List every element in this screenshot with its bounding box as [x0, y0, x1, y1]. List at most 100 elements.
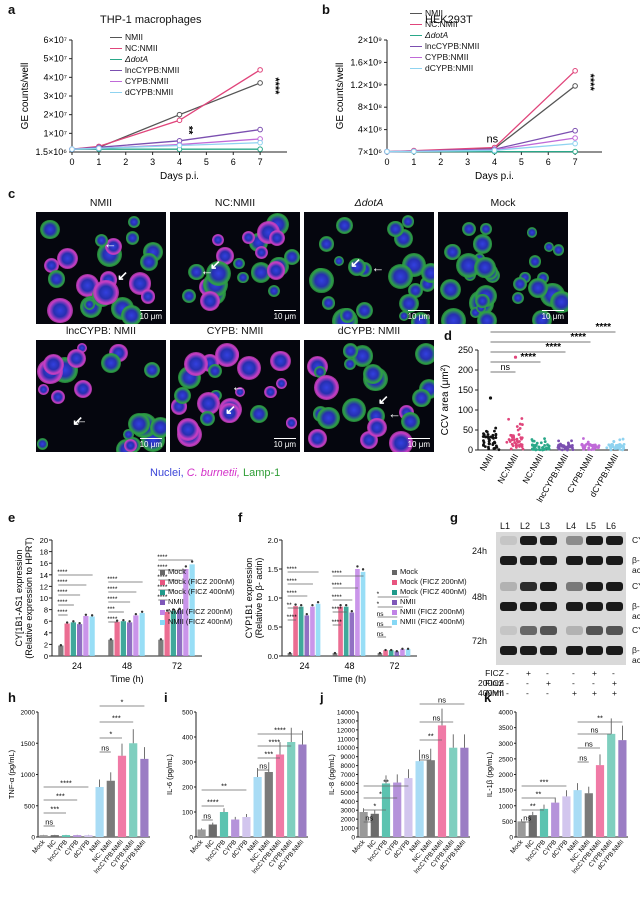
scale-bar-label: 10 μm [407, 312, 430, 321]
legend-label: NC:NMII [425, 19, 458, 29]
cell [211, 233, 225, 247]
significance-label: ns [45, 818, 53, 827]
blot-band [500, 556, 517, 565]
scale-bar-line [140, 309, 162, 311]
significance-label: ns [259, 762, 267, 771]
data-point [165, 609, 169, 612]
blot-band [520, 582, 537, 591]
scale-bar: 10 μm [407, 309, 430, 321]
data-point [84, 613, 88, 616]
y-tick-label: 100 [182, 810, 193, 817]
bar [562, 796, 571, 837]
bar [298, 744, 307, 837]
cell [526, 227, 538, 239]
significance-label: **** [157, 564, 168, 571]
data-point [572, 148, 578, 155]
y-tick-label: 150 [458, 385, 473, 395]
blot-band [540, 646, 557, 655]
legend-entry: NMII [410, 8, 479, 19]
data-point [69, 146, 75, 152]
legend-swatch [110, 48, 122, 50]
significance-label: **** [332, 570, 343, 577]
scale-bar-label: 10 μm [139, 312, 162, 321]
data-point [605, 446, 609, 450]
significance-label: ns [438, 696, 446, 705]
legend-swatch [392, 619, 397, 625]
significance-label: **** [57, 579, 68, 586]
data-point [518, 445, 521, 448]
cell [36, 437, 49, 450]
cell [550, 290, 568, 314]
data-point [590, 443, 593, 447]
cell [355, 301, 374, 320]
bar [70, 622, 76, 656]
data-point [582, 437, 585, 440]
bar [349, 612, 355, 656]
micrograph-image: ← ↙ 10 μm [170, 340, 300, 452]
data-point [491, 147, 498, 154]
significance-label: ns [590, 726, 598, 735]
bar [355, 569, 360, 656]
significance-label: **** [57, 589, 68, 596]
data-point [257, 126, 263, 133]
data-point [344, 604, 348, 607]
data-point [614, 447, 618, 450]
data-point [595, 446, 599, 449]
significance-label: **** [60, 779, 72, 788]
data-point [518, 427, 522, 430]
blot-row-label: β- actin [632, 601, 640, 621]
y-tick-label: 2000 [21, 710, 36, 717]
significance-label: **** [107, 616, 118, 623]
data-point [339, 604, 342, 607]
scale-bar: 10 μm [139, 309, 162, 321]
bar [405, 649, 411, 656]
blot-band [520, 646, 537, 655]
bar [415, 761, 424, 837]
cell [367, 417, 388, 438]
panel-b-title: HEK293T [425, 14, 473, 26]
legend-entry: NMII (FICZ 400nM) [392, 617, 467, 627]
data-point [361, 568, 365, 571]
significance-label: ** [597, 714, 603, 723]
micrograph-label: lncCYPB: NMII [65, 325, 136, 337]
bar [39, 835, 48, 837]
bar [50, 835, 59, 837]
lane-label: L1 [500, 521, 511, 531]
blot-band [566, 582, 583, 591]
significance-label: **** [57, 599, 68, 606]
y-tick-label: 20 [40, 536, 48, 545]
y-tick-label: 8000 [341, 763, 356, 770]
treatment-mark: + [546, 678, 551, 688]
blot-band [566, 646, 583, 655]
cell [214, 342, 239, 367]
y-tick-label: 500 [502, 819, 513, 826]
y-tick-label: 100 [458, 405, 473, 415]
significance-label: * [109, 730, 112, 739]
data-point [513, 441, 517, 444]
treatment-mark: - [546, 688, 549, 698]
cell [318, 236, 335, 252]
data-point [316, 601, 320, 604]
data-point [305, 612, 309, 616]
cell [50, 389, 66, 405]
y-tick-label: 1.6×10⁹ [350, 57, 382, 67]
y-tick-label: 9000 [341, 754, 356, 761]
data-point [311, 604, 314, 607]
data-point [508, 440, 512, 443]
legend-label: lncCYPB:NMII [125, 65, 180, 75]
legend-swatch [410, 57, 422, 59]
cell [387, 220, 404, 238]
micrograph-image: ← ↙ 10 μm [304, 212, 434, 324]
panel-b-letter: b [322, 2, 330, 17]
cell [475, 293, 491, 309]
blot-band [566, 536, 583, 545]
significance-label: *** [56, 792, 65, 801]
y-tick-label: 8×10⁸ [358, 102, 382, 112]
bar [275, 754, 285, 837]
arrow-icon: ↙ [72, 412, 84, 428]
data-point [384, 148, 390, 155]
significance-label: ns [203, 812, 211, 821]
data-point [597, 444, 601, 448]
y-axis-label: IL-8 (pg/mL) [327, 754, 336, 795]
